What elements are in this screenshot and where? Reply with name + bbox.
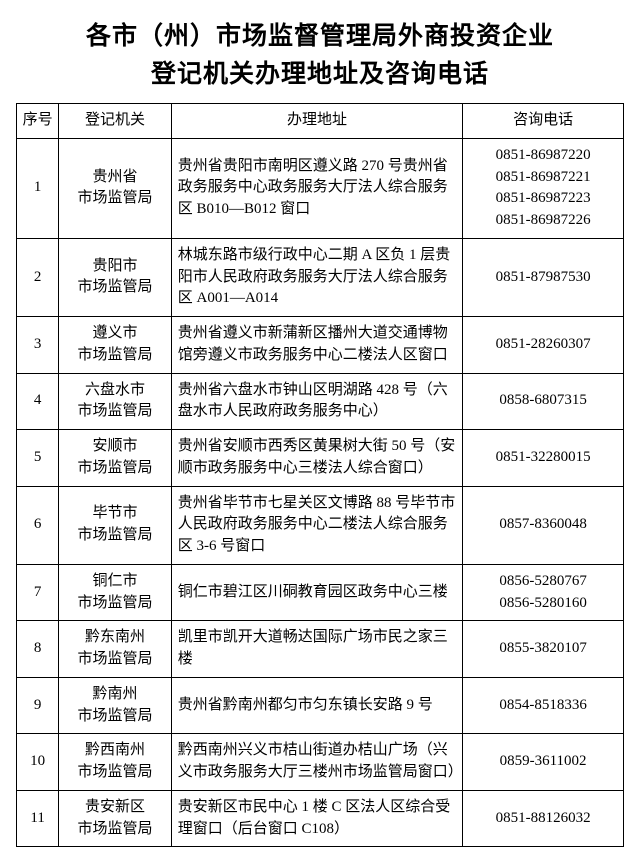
table-row: 5安顺市 市场监管局贵州省安顺市西秀区黄果树大街 50 号（安顺市政务服务中心三… (17, 430, 624, 487)
cell-phone: 0851-87987530 (463, 238, 624, 316)
cell-seq: 7 (17, 564, 59, 621)
cell-phone: 0859-3611002 (463, 734, 624, 791)
table-row: 8黔东南州 市场监管局凯里市凯开大道畅达国际广场市民之家三楼0855-38201… (17, 621, 624, 678)
cell-seq: 2 (17, 238, 59, 316)
cell-seq: 5 (17, 430, 59, 487)
cell-org: 贵阳市 市场监管局 (59, 238, 172, 316)
title-line-1: 各市（州）市场监督管理局外商投资企业 (86, 23, 554, 50)
table-row: 4六盘水市 市场监管局贵州省六盘水市钟山区明湖路 428 号（六盘水市人民政府政… (17, 373, 624, 430)
cell-seq: 10 (17, 734, 59, 791)
cell-seq: 9 (17, 677, 59, 734)
cell-addr: 贵州省遵义市新蒲新区播州大道交通博物馆旁遵义市政务服务中心二楼法人区窗口 (171, 317, 462, 374)
cell-org: 贵安新区 市场监管局 (59, 790, 172, 847)
cell-phone: 0851-86987220 0851-86987221 0851-8698722… (463, 138, 624, 238)
cell-seq: 8 (17, 621, 59, 678)
col-header-seq: 序号 (17, 104, 59, 139)
cell-org: 毕节市 市场监管局 (59, 486, 172, 564)
table-row: 7铜仁市 市场监管局铜仁市碧江区川硐教育园区政务中心三楼0856-5280767… (17, 564, 624, 621)
cell-phone: 0851-88126032 (463, 790, 624, 847)
cell-addr: 贵州省贵阳市南明区遵义路 270 号贵州省政务服务中心政务服务大厅法人综合服务区… (171, 138, 462, 238)
registration-table: 序号 登记机关 办理地址 咨询电话 1贵州省 市场监管局贵州省贵阳市南明区遵义路… (16, 103, 624, 847)
cell-org: 六盘水市 市场监管局 (59, 373, 172, 430)
cell-org: 黔东南州 市场监管局 (59, 621, 172, 678)
table-header-row: 序号 登记机关 办理地址 咨询电话 (17, 104, 624, 139)
cell-addr: 贵州省毕节市七星关区文博路 88 号毕节市人民政府政务服务中心二楼法人综合服务区… (171, 486, 462, 564)
cell-phone: 0856-5280767 0856-5280160 (463, 564, 624, 621)
table-row: 11贵安新区 市场监管局贵安新区市民中心 1 楼 C 区法人区综合受理窗口（后台… (17, 790, 624, 847)
cell-org: 遵义市 市场监管局 (59, 317, 172, 374)
cell-org: 贵州省 市场监管局 (59, 138, 172, 238)
cell-phone: 0855-3820107 (463, 621, 624, 678)
cell-seq: 6 (17, 486, 59, 564)
cell-seq: 11 (17, 790, 59, 847)
table-row: 1贵州省 市场监管局贵州省贵阳市南明区遵义路 270 号贵州省政务服务中心政务服… (17, 138, 624, 238)
cell-org: 黔南州 市场监管局 (59, 677, 172, 734)
cell-phone: 0854-8518336 (463, 677, 624, 734)
cell-addr: 贵安新区市民中心 1 楼 C 区法人区综合受理窗口（后台窗口 C108） (171, 790, 462, 847)
cell-phone: 0858-6807315 (463, 373, 624, 430)
cell-org: 铜仁市 市场监管局 (59, 564, 172, 621)
cell-phone: 0851-32280015 (463, 430, 624, 487)
cell-addr: 贵州省六盘水市钟山区明湖路 428 号（六盘水市人民政府政务服务中心） (171, 373, 462, 430)
table-row: 10黔西南州 市场监管局黔西南州兴义市桔山街道办桔山广场（兴义市政务服务大厅三楼… (17, 734, 624, 791)
cell-addr: 林城东路市级行政中心二期 A 区负 1 层贵阳市人民政府政务服务大厅法人综合服务… (171, 238, 462, 316)
table-body: 1贵州省 市场监管局贵州省贵阳市南明区遵义路 270 号贵州省政务服务中心政务服… (17, 138, 624, 847)
cell-seq: 3 (17, 317, 59, 374)
cell-addr: 贵州省黔南州都匀市匀东镇长安路 9 号 (171, 677, 462, 734)
col-header-phone: 咨询电话 (463, 104, 624, 139)
cell-org: 安顺市 市场监管局 (59, 430, 172, 487)
col-header-addr: 办理地址 (171, 104, 462, 139)
cell-addr: 铜仁市碧江区川硐教育园区政务中心三楼 (171, 564, 462, 621)
table-row: 3遵义市 市场监管局贵州省遵义市新蒲新区播州大道交通博物馆旁遵义市政务服务中心二… (17, 317, 624, 374)
cell-addr: 凯里市凯开大道畅达国际广场市民之家三楼 (171, 621, 462, 678)
table-row: 2贵阳市 市场监管局林城东路市级行政中心二期 A 区负 1 层贵阳市人民政府政务… (17, 238, 624, 316)
title-line-2: 登记机关办理地址及咨询电话 (151, 61, 489, 88)
cell-seq: 1 (17, 138, 59, 238)
table-row: 9黔南州 市场监管局贵州省黔南州都匀市匀东镇长安路 9 号0854-851833… (17, 677, 624, 734)
cell-seq: 4 (17, 373, 59, 430)
cell-phone: 0857-8360048 (463, 486, 624, 564)
table-row: 6毕节市 市场监管局贵州省毕节市七星关区文博路 88 号毕节市人民政府政务服务中… (17, 486, 624, 564)
cell-addr: 贵州省安顺市西秀区黄果树大街 50 号（安顺市政务服务中心三楼法人综合窗口） (171, 430, 462, 487)
cell-addr: 黔西南州兴义市桔山街道办桔山广场（兴义市政务服务大厅三楼州市场监管局窗口） (171, 734, 462, 791)
cell-org: 黔西南州 市场监管局 (59, 734, 172, 791)
cell-phone: 0851-28260307 (463, 317, 624, 374)
col-header-org: 登记机关 (59, 104, 172, 139)
page-title: 各市（州）市场监督管理局外商投资企业 登记机关办理地址及咨询电话 (16, 18, 624, 93)
